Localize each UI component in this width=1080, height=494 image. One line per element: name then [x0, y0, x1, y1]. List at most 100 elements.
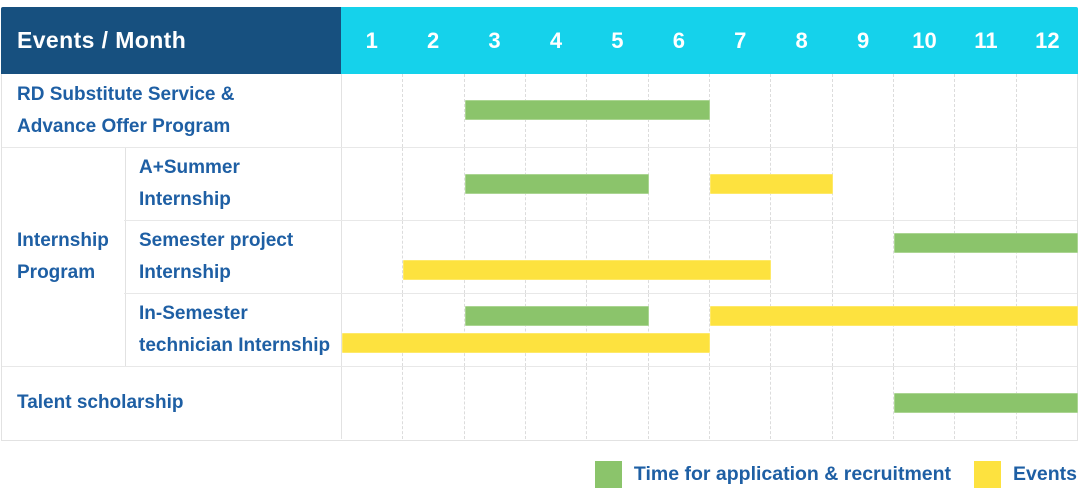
legend-item-events: Events [974, 460, 1077, 488]
month-header-cell: 2 [427, 27, 440, 53]
month-header-cell: 5 [611, 27, 624, 53]
month-cell [954, 294, 1015, 366]
month-cell [1015, 148, 1077, 220]
month-cell [402, 294, 463, 366]
month-cell [708, 74, 770, 147]
month-header-cell: 3 [488, 27, 501, 53]
table-row-talent-scholarship: Talent scholarship [2, 366, 1078, 439]
month-cell [402, 148, 463, 220]
month-cell [586, 294, 647, 366]
month-cell [524, 294, 586, 366]
group-label-internship-program: Internship Program [2, 148, 124, 366]
application-recruitment-bar [464, 174, 649, 194]
month-header-cell: 8 [795, 27, 808, 53]
month-header-cell: 4 [549, 27, 563, 53]
month-cell [463, 221, 525, 293]
month-cell [708, 367, 770, 439]
month-cell [647, 367, 709, 439]
events-month-table: Events / Month 1 2 3 4 5 6 7 8 9 10 11 12 RD Substi… [1, 7, 1078, 441]
month-cell [708, 294, 770, 366]
events-bar [710, 306, 1078, 326]
month-cell [524, 367, 586, 439]
application-recruitment-bar [894, 233, 1078, 253]
legend: Time for application & recruitment Events [594, 458, 1077, 490]
month-cell [954, 148, 1015, 220]
header-events-month-cell: Events / Month [1, 7, 341, 74]
row-label-semester-project-internship: Semester project Internship [125, 221, 341, 293]
month-cell [463, 74, 525, 147]
month-cell [770, 74, 831, 147]
month-cell [892, 74, 954, 147]
events-bar [710, 174, 833, 194]
month-cell [402, 221, 463, 293]
month-grid [341, 148, 1077, 220]
month-cell [892, 148, 954, 220]
month-cell [463, 367, 525, 439]
table-row-semester-project-internship: Semester project Internship [2, 220, 1078, 293]
month-cell [831, 74, 893, 147]
month-cell [892, 221, 954, 293]
month-cell [463, 294, 525, 366]
month-grid [341, 294, 1078, 366]
month-cell [402, 367, 463, 439]
month-grid [341, 74, 1077, 147]
month-cell [770, 294, 831, 366]
row-label-talent-scholarship: Talent scholarship [17, 392, 184, 414]
month-header-cell: 6 [672, 27, 685, 53]
month-cell [770, 221, 831, 293]
legend-label-events: Events [1013, 462, 1077, 485]
month-cell [954, 74, 1015, 147]
month-header-cell: 11 [974, 27, 998, 53]
month-cell [770, 367, 831, 439]
legend-item-application: Time for application & recruitment [594, 460, 952, 488]
month-header-cell: 7 [734, 27, 747, 53]
month-cell [524, 221, 586, 293]
table-row-rd-substitute-service-advance-offer-program: RD Substitute Service & Advance Offer Pr… [2, 74, 1077, 147]
application-recruitment-bar [894, 393, 1078, 413]
month-header-cell: 9 [856, 27, 870, 53]
table-header-row: Events / Month 1 2 3 4 5 6 7 8 9 10 11 12 [1, 7, 1078, 74]
row-label-in-semester-technician-internship: In-Semester technician Internship [125, 294, 341, 366]
month-cell [586, 367, 647, 439]
month-cell [892, 294, 954, 366]
month-cell [647, 221, 709, 293]
month-header-cell: 12 [1035, 27, 1060, 53]
row-label-a-plus-summer-internship: A+Summer Internship [125, 148, 341, 220]
month-cell [342, 74, 402, 147]
month-cell [463, 148, 525, 220]
month-grid [341, 367, 1078, 439]
application-recruitment-bar [464, 100, 710, 120]
events-bar [342, 333, 710, 353]
table-body: RD Substitute Service & Advance Offer Pr… [1, 74, 1078, 441]
month-grid [341, 221, 1078, 293]
month-cell [586, 221, 647, 293]
month-cell [892, 367, 954, 439]
month-cell [1015, 294, 1077, 366]
month-cell [831, 221, 893, 293]
month-cell [342, 148, 402, 220]
row-label-rd-substitute-service-advance-offer-program: RD Substitute Service & Advance Offer Pr… [17, 83, 235, 137]
table-row-in-semester-technician-internship: In-Semester technician Internship [2, 293, 1078, 366]
month-cell [342, 294, 402, 366]
month-header-strip: 1 2 3 4 5 6 7 8 9 10 11 12 [341, 7, 1078, 74]
month-cell [708, 148, 770, 220]
application-recruitment-bar [464, 306, 649, 326]
legend-swatch-events [974, 460, 1002, 488]
legend-swatch-application [594, 460, 622, 488]
events-bar [403, 260, 772, 280]
month-header-cell: 10 [912, 27, 937, 53]
month-cell [647, 294, 709, 366]
month-cell [954, 221, 1015, 293]
month-cell [342, 221, 402, 293]
table-row-a-plus-summer-internship: A+Summer Internship [2, 147, 1077, 220]
month-cell [1015, 221, 1077, 293]
month-cell [831, 367, 893, 439]
month-cell [831, 148, 893, 220]
month-cell [1015, 74, 1077, 147]
month-cell [708, 221, 770, 293]
month-cell [342, 367, 402, 439]
legend-label-application: Time for application & recruitment [633, 462, 952, 485]
month-cell [831, 294, 893, 366]
month-cell [402, 74, 463, 147]
